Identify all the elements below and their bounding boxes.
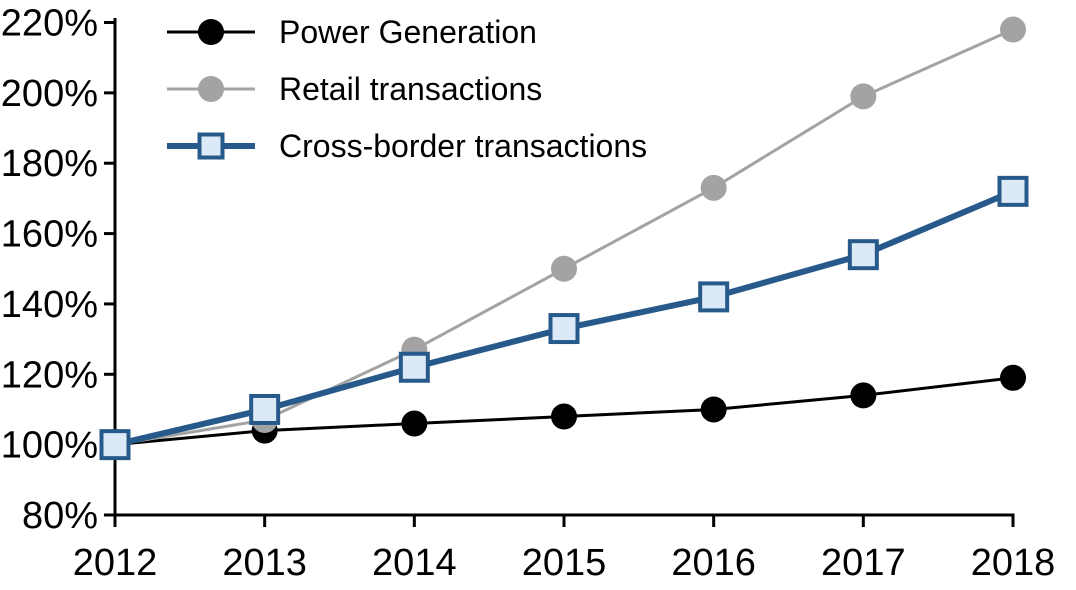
data-point-retail-transactions (850, 83, 877, 110)
data-point-cross-border-transactions (997, 175, 1029, 207)
y-axis-tick-label: 140% (1, 284, 98, 326)
x-axis-tick-label: 2015 (522, 542, 607, 584)
x-axis-tick-label: 2014 (372, 542, 457, 584)
data-point-power-generation (551, 403, 577, 430)
legend-label-cross-border-transactions: Cross-border transactions (279, 127, 648, 164)
data-point-power-generation (401, 410, 428, 437)
chart-legend: Power Generation Retail transactions Cro… (167, 3, 647, 174)
x-axis-tick-label: 2012 (73, 542, 158, 584)
x-axis-tick-label: 2017 (821, 542, 906, 584)
legend-marker-cross-border-transactions-icon (167, 128, 255, 164)
data-point-power-generation (700, 396, 727, 423)
data-point-cross-border-transactions (249, 393, 281, 425)
y-axis-tick-label: 160% (1, 214, 98, 256)
legend-item-retail-transactions: Retail transactions (167, 60, 647, 117)
y-axis-tick-label: 220% (1, 3, 98, 45)
x-axis-tick-label: 2018 (971, 542, 1056, 584)
data-point-cross-border-transactions (398, 351, 430, 383)
y-axis-tick-label: 100% (1, 425, 98, 467)
data-point-power-generation (1000, 364, 1026, 391)
legend-marker-retail-transactions-icon (167, 71, 255, 107)
y-axis-tick-label: 120% (1, 354, 98, 396)
y-axis-tick-label: 80% (22, 495, 98, 537)
legend-label-power-generation: Power Generation (279, 13, 537, 50)
legend-marker-power-generation-icon (167, 14, 255, 50)
legend-label-retail-transactions: Retail transactions (279, 70, 543, 107)
data-point-cross-border-transactions (847, 239, 879, 271)
data-point-cross-border-transactions (548, 313, 580, 345)
data-point-retail-transactions (1000, 16, 1026, 43)
x-axis-tick-label: 2013 (222, 542, 307, 584)
data-point-cross-border-transactions (698, 281, 730, 313)
data-point-power-generation (850, 382, 877, 409)
legend-item-cross-border-transactions: Cross-border transactions (167, 117, 647, 174)
legend-item-power-generation: Power Generation (167, 3, 647, 60)
data-point-retail-transactions (551, 255, 577, 282)
y-axis-tick-label: 200% (1, 73, 98, 115)
x-axis-tick-label: 2016 (671, 542, 756, 584)
y-axis-tick-label: 180% (1, 143, 98, 185)
data-point-retail-transactions (700, 174, 727, 201)
data-point-cross-border-transactions (99, 429, 131, 461)
